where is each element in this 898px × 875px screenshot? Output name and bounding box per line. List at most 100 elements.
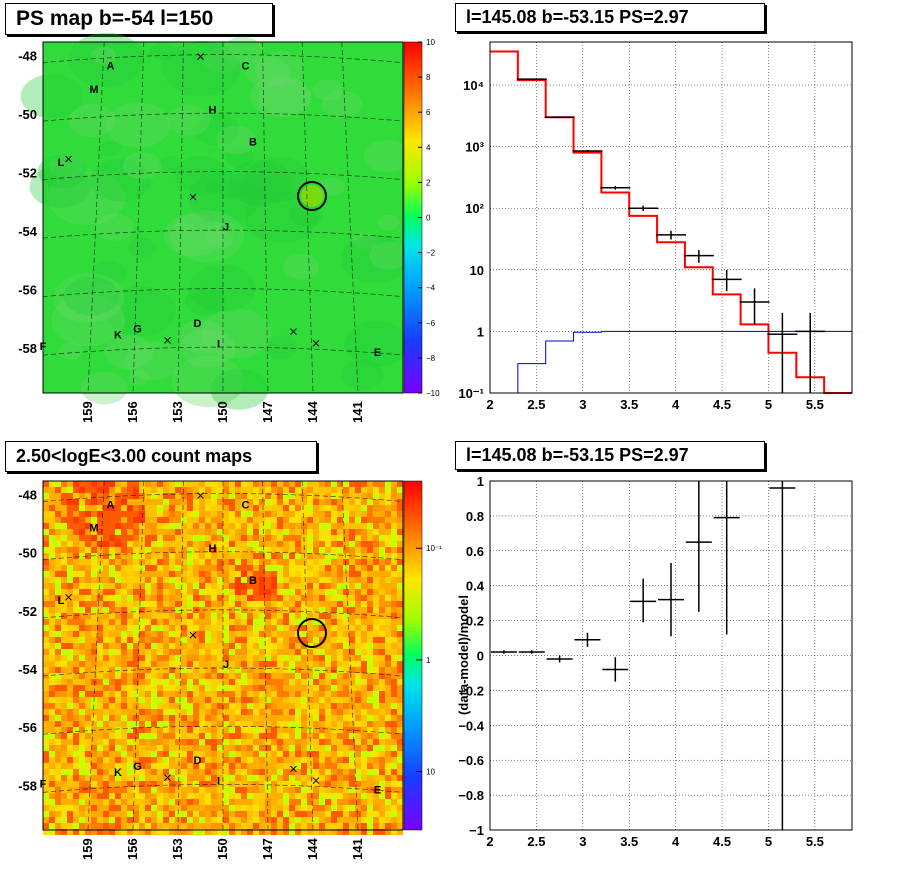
count-map-pixel [55,739,61,745]
count-map-pixel [277,793,283,799]
count-map-pixel [115,655,121,661]
count-map-pixel [163,559,169,565]
count-map-pixel [361,571,367,577]
count-map-pixel [205,745,211,751]
count-map-pixel [127,745,133,751]
count-map-pixel [211,517,217,523]
count-map-pixel [217,757,223,763]
count-map-pixel [133,643,139,649]
count-map-pixel [67,703,73,709]
source-label-f: F [40,341,47,353]
count-map-pixel [43,721,49,727]
count-map-pixel [295,673,301,679]
count-map-pixel [145,553,151,559]
count-map-pixel [97,829,103,835]
count-map-pixel [223,535,229,541]
count-map-pixel [49,505,55,511]
count-map-pixel [97,493,103,499]
count-map-pixel [43,727,49,733]
count-map-pixel [229,781,235,787]
count-map-pixel [379,769,385,775]
count-map-pixel [319,757,325,763]
count-map-pixel [271,487,277,493]
count-map-pixel [133,811,139,817]
count-map-pixel [247,685,253,691]
count-map-pixel [49,577,55,583]
count-map-pixel [385,601,391,607]
count-map-pixel [97,589,103,595]
count-map-pixel [319,679,325,685]
count-map-pixel [337,511,343,517]
count-map-pixel [265,679,271,685]
count-map-pixel [199,799,205,805]
count-map-pixel [211,601,217,607]
count-map-pixel [223,733,229,739]
count-map-pixel [367,625,373,631]
count-map-pixel [43,799,49,805]
count-map-pixel [385,625,391,631]
count-map-pixel [205,715,211,721]
count-map-pixel [187,703,193,709]
count-map-pixel [379,577,385,583]
count-map-pixel [211,799,217,805]
count-map-pixel [373,523,379,529]
count-map-pixel [283,799,289,805]
count-map-pixel [313,613,319,619]
count-map-pixel [349,715,355,721]
count-map-pixel [79,751,85,757]
count-map-pixel [361,565,367,571]
count-map-pixel [223,481,229,487]
count-map-pixel [277,601,283,607]
count-map-pixel [169,697,175,703]
residual-title: l=145.08 b=-53.15 PS=2.97 [455,441,765,470]
count-map-pixel [187,481,193,487]
count-map-pixel [349,565,355,571]
count-map-pixel [97,553,103,559]
count-map-pixel [151,733,157,739]
count-map-pixel [163,745,169,751]
count-map-pixel [259,487,265,493]
count-map-pixel [151,745,157,751]
count-map-pixel [109,775,115,781]
count-map-pixel [61,595,67,601]
count-map-pixel [79,535,85,541]
count-map-pixel [367,601,373,607]
count-map-pixel [289,511,295,517]
count-map-pixel [259,535,265,541]
count-map-pixel [349,619,355,625]
count-map-pixel [49,595,55,601]
count-map-pixel [199,577,205,583]
count-map-pixel [241,625,247,631]
count-map-pixel [91,805,97,811]
count-map-pixel [331,667,337,673]
count-map-pixel [325,715,331,721]
count-map-pixel [223,823,229,829]
count-map-pixel [349,559,355,565]
count-map-pixel [211,727,217,733]
count-map-pixel [163,769,169,775]
count-map-pixel [277,529,283,535]
count-map-pixel [343,613,349,619]
count-map-pixel [385,559,391,565]
count-map-pixel [157,811,163,817]
count-map-pixel [163,577,169,583]
count-map-pixel [109,511,115,517]
count-map-pixel [373,781,379,787]
count-map-pixel [331,607,337,613]
count-map-pixel [97,811,103,817]
count-map-pixel [319,781,325,787]
count-map-pixel [199,823,205,829]
count-map-pixel [79,829,85,835]
count-map-pixel [73,829,79,835]
count-map-pixel [139,499,145,505]
count-map-pixel [253,685,259,691]
count-map-pixel [397,787,403,793]
count-map-pixel [85,553,91,559]
count-map-pixel [271,637,277,643]
count-map-pixel [103,703,109,709]
count-map-pixel [283,637,289,643]
count-map-pixel [379,697,385,703]
count-map-pixel [223,613,229,619]
count-map-pixel [349,613,355,619]
count-map-pixel [181,625,187,631]
